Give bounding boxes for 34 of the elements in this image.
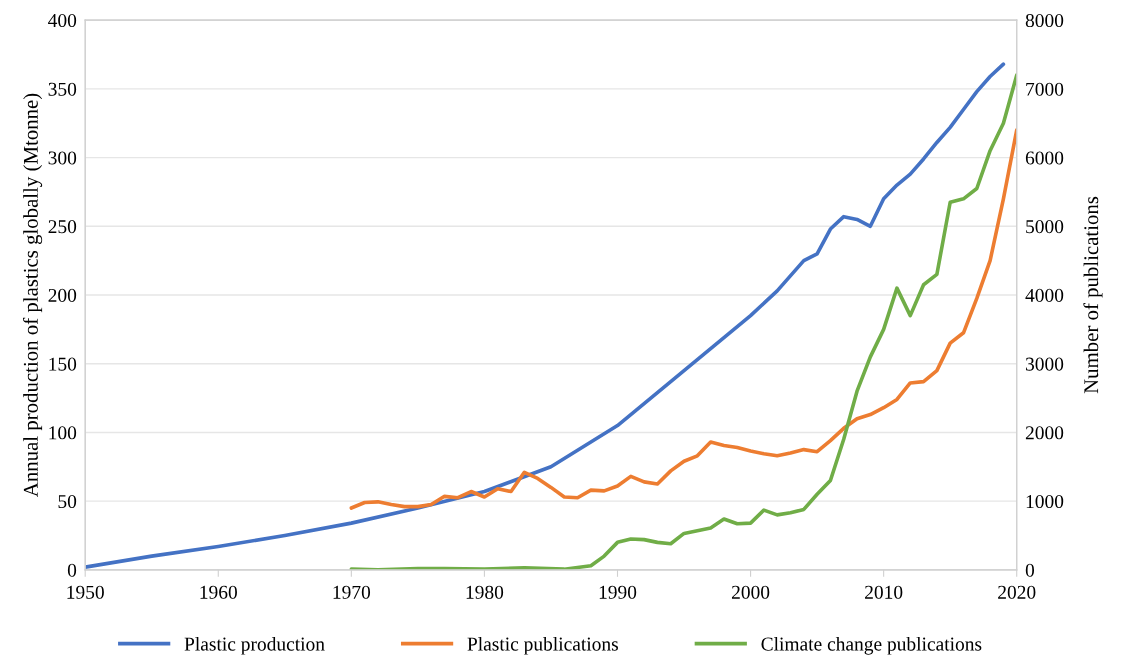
y2-axis-title: Number of publications	[1083, 196, 1103, 394]
y-tick-label: 0	[67, 563, 77, 577]
y-tick-label: 50	[58, 494, 77, 509]
legend-label: Plastic production	[184, 636, 325, 655]
y2-tick-label: 3000	[1025, 357, 1064, 371]
y2-tick-label: 7000	[1026, 82, 1064, 96]
x-tick-label: 2010	[865, 585, 903, 599]
x-tick-label: 1980	[466, 585, 504, 599]
x-tick-label: 1970	[333, 585, 371, 599]
line-series	[349, 128, 1017, 510]
line-series	[85, 62, 1006, 569]
legend-label: Climate change publications	[761, 636, 982, 655]
x-tick-label: 2000	[731, 585, 770, 599]
y2-tick-label: 5000	[1026, 220, 1064, 234]
y-axis-title: Annual production of plastics globally (Mtonne)	[22, 93, 43, 498]
y-tick-label: 300	[48, 151, 77, 165]
y2-tick-label: 8000	[1025, 13, 1064, 28]
x-tick-label: 1950	[67, 585, 104, 599]
legend-label: Plastic publications	[467, 636, 618, 655]
x-tick-label: 1960	[200, 585, 237, 599]
x-tick-label: 2020	[998, 585, 1036, 599]
y2-tick-label: 6000	[1025, 151, 1064, 165]
line-series	[349, 73, 1017, 570]
y-tick-label: 250	[48, 220, 77, 234]
y-tick-label: 150	[49, 357, 77, 371]
y-tick-label: 350	[48, 82, 77, 96]
x-tick-label: 1990	[599, 585, 637, 599]
y-tick-label: 100	[49, 426, 77, 440]
y2-tick-label: 0	[1025, 563, 1035, 577]
y2-tick-label: 4000	[1025, 288, 1064, 302]
y2-tick-label: 1000	[1026, 494, 1064, 509]
y-tick-label: 400	[48, 13, 77, 28]
y2-tick-label: 2000	[1025, 426, 1064, 440]
y-tick-label: 200	[48, 288, 77, 302]
